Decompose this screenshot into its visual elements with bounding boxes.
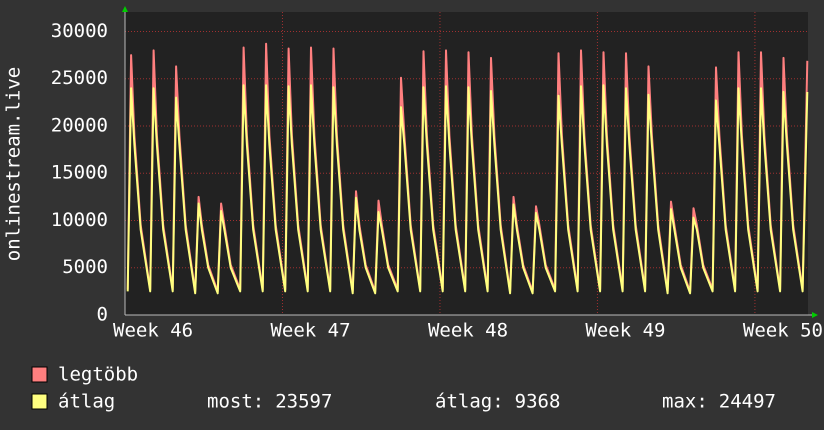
legend-label: átlag (58, 391, 115, 413)
y-tick-label: 5000 (62, 256, 108, 278)
stat-label: átlag: (435, 391, 504, 413)
y-tick-label: 15000 (51, 162, 108, 184)
x-tick-label: Week 49 (585, 320, 665, 342)
stat-value: 23597 (275, 391, 332, 413)
series-line (126, 84, 809, 295)
stat-label: most: (207, 391, 264, 413)
stat-label: max: (662, 391, 708, 413)
x-tick-label: Week 46 (113, 320, 193, 342)
legend: legtöbb átlag most: 23597 átlag: 9368 max: 2449… (31, 364, 776, 413)
stat-value: 9368 (515, 391, 561, 413)
y-tick-label: 30000 (51, 20, 108, 42)
stat-value: 24497 (719, 391, 776, 413)
y-tick-label: 0 (97, 304, 108, 326)
y-tick-label: 25000 (51, 67, 108, 89)
y-axis-label: onlinestream.live (3, 67, 25, 261)
legend-swatch (31, 393, 48, 410)
legend-swatch (31, 366, 48, 383)
x-tick-label: Week 47 (270, 320, 350, 342)
y-tick-label: 10000 (51, 209, 108, 231)
x-tick-label: Week 48 (428, 320, 508, 342)
legend-label: legtöbb (58, 364, 138, 386)
y-tick-label: 20000 (51, 114, 108, 136)
y-arrow (122, 6, 128, 12)
x-tick-label: Week 50 (743, 320, 823, 342)
lines (126, 42, 809, 295)
x-arrow (812, 312, 818, 318)
